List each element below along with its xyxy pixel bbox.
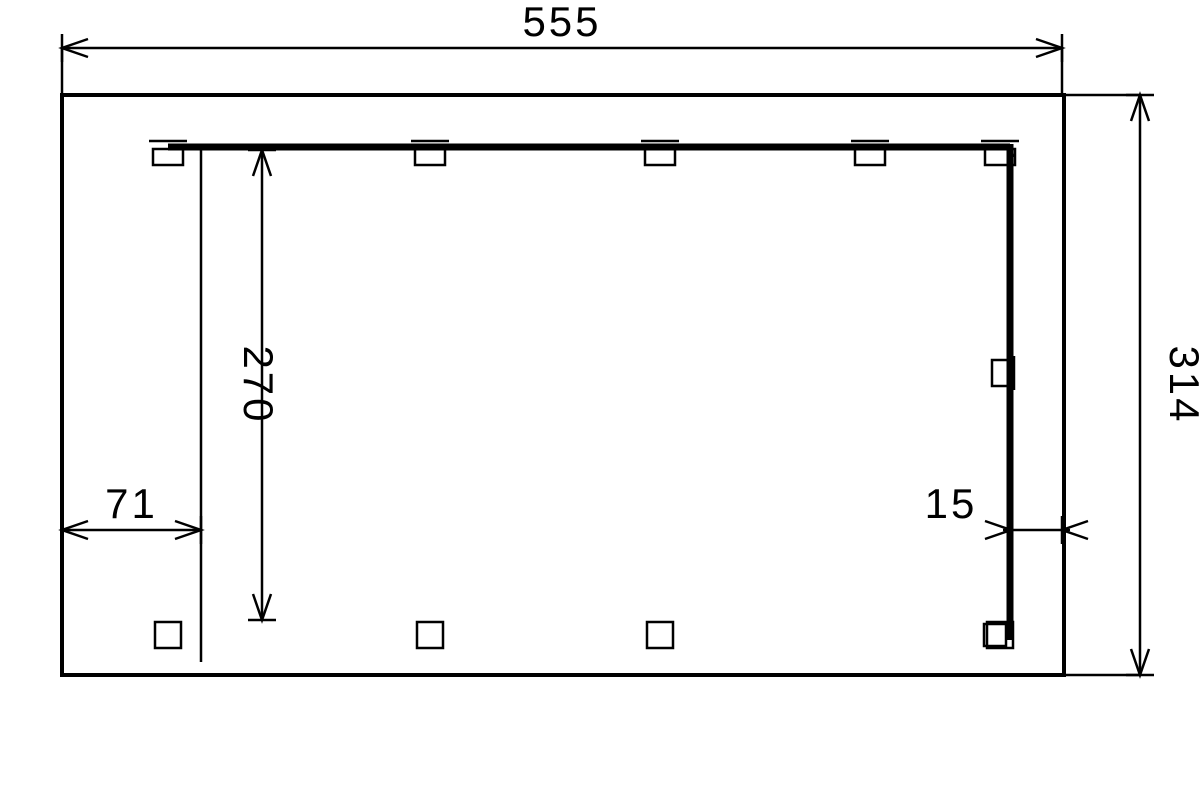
dim-inner-270: 270 xyxy=(235,150,282,620)
outer-boundary xyxy=(62,95,1064,675)
right-mid-post xyxy=(992,360,1008,386)
dim-15-label: 15 xyxy=(925,480,978,527)
technical-drawing: 555 314 270 71 15 xyxy=(0,0,1200,800)
dim-71: 71 xyxy=(62,147,201,662)
dim-top: 555 xyxy=(62,0,1062,95)
dim-inner-label: 270 xyxy=(235,345,282,424)
inner-wall xyxy=(168,144,1010,640)
dim-71-label: 71 xyxy=(105,480,158,527)
dim-right: 314 xyxy=(1064,95,1200,675)
dim-right-label: 314 xyxy=(1161,345,1200,424)
bottom-posts xyxy=(155,622,1013,648)
dim-top-label: 555 xyxy=(522,0,601,45)
